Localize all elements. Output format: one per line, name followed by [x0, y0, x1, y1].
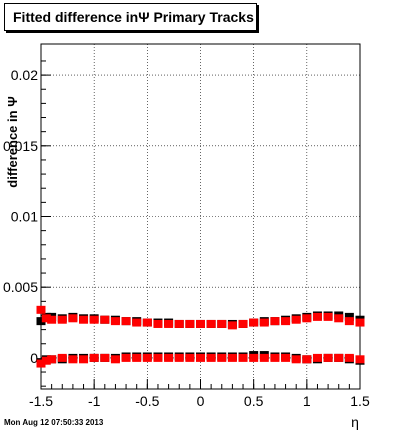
data-point — [89, 353, 99, 362]
data-point — [312, 312, 322, 321]
data-point — [323, 312, 333, 321]
y-tick-label: 0.01 — [11, 209, 38, 225]
data-point — [206, 319, 216, 328]
data-point — [249, 353, 259, 362]
data-point — [142, 353, 152, 362]
data-point — [174, 319, 184, 328]
data-point — [57, 315, 67, 324]
timestamp: Mon Aug 12 07:50:33 2013 — [4, 418, 104, 427]
data-point — [323, 353, 333, 362]
data-point — [100, 353, 110, 362]
data-point — [132, 318, 142, 327]
data-point — [302, 314, 312, 323]
data-point — [217, 353, 227, 362]
data-point — [196, 319, 205, 328]
data-point — [36, 359, 46, 368]
data-point — [196, 353, 205, 362]
data-point — [344, 312, 354, 321]
data-points — [36, 305, 365, 368]
x-tick-labels: -1.5 -1 -0.5 0 0.5 1 1.5 — [29, 393, 370, 409]
data-point — [281, 317, 291, 326]
data-point — [174, 353, 184, 362]
data-point — [259, 318, 269, 327]
data-point — [238, 353, 248, 362]
data-point — [47, 355, 57, 364]
data-point — [68, 355, 78, 364]
data-point — [344, 353, 354, 362]
data-point — [110, 355, 120, 364]
data-point — [79, 355, 89, 364]
data-point — [36, 317, 46, 326]
data-point — [291, 355, 301, 364]
data-point — [41, 314, 51, 323]
data-point — [121, 317, 131, 326]
data-point — [334, 314, 344, 323]
data-point — [344, 317, 354, 326]
y-tick-label: 0.005 — [3, 279, 38, 295]
chart-title-box: Fitted difference inΨ Primary Tracks — [4, 3, 257, 31]
y-axis-label: difference in Ψ — [5, 96, 20, 187]
x-tick-label: -1.5 — [29, 393, 53, 409]
data-point — [238, 319, 248, 328]
data-point — [302, 355, 312, 364]
data-point — [259, 353, 269, 362]
x-tick-label: 1 — [303, 393, 311, 409]
x-tick-label: -1 — [88, 393, 101, 409]
data-point — [270, 353, 280, 362]
data-point — [355, 355, 365, 364]
y-tick-label: 0.02 — [11, 67, 38, 83]
data-point — [89, 315, 99, 324]
data-point — [153, 319, 163, 328]
data-point — [41, 356, 51, 365]
data-point — [132, 353, 142, 362]
data-point — [110, 317, 120, 326]
data-point — [47, 315, 57, 324]
y-tick-label: 0 — [30, 350, 38, 366]
data-point — [142, 318, 152, 327]
data-point — [164, 353, 174, 362]
data-point — [227, 353, 237, 362]
data-point — [227, 321, 237, 330]
chart-title: Fitted difference inΨ Primary Tracks — [13, 9, 254, 25]
y-tick-labels: 0 0.005 0.01 0.015 0.02 — [3, 67, 38, 366]
data-point — [312, 353, 322, 362]
data-point — [68, 314, 78, 323]
data-point — [249, 318, 259, 327]
data-point — [79, 315, 89, 324]
data-point — [270, 317, 280, 326]
axis-ticks — [40, 60, 361, 389]
x-tick-label: -0.5 — [135, 393, 159, 409]
x-tick-label: 0 — [197, 393, 205, 409]
data-point — [217, 319, 227, 328]
data-point — [206, 353, 216, 362]
y-tick-label: 0.015 — [3, 138, 38, 154]
data-point — [355, 318, 365, 327]
data-point — [334, 353, 344, 362]
x-tick-label: 0.5 — [244, 393, 264, 409]
data-point — [185, 353, 195, 362]
data-point — [281, 353, 291, 362]
data-point — [36, 305, 46, 314]
data-point — [291, 315, 301, 324]
data-point — [164, 319, 174, 328]
data-point — [57, 353, 67, 362]
x-tick-label: 1.5 — [350, 393, 370, 409]
data-point — [185, 319, 195, 328]
data-point — [121, 353, 131, 362]
data-point — [153, 353, 163, 362]
data-point — [100, 315, 110, 324]
x-axis-label: η — [351, 414, 359, 430]
